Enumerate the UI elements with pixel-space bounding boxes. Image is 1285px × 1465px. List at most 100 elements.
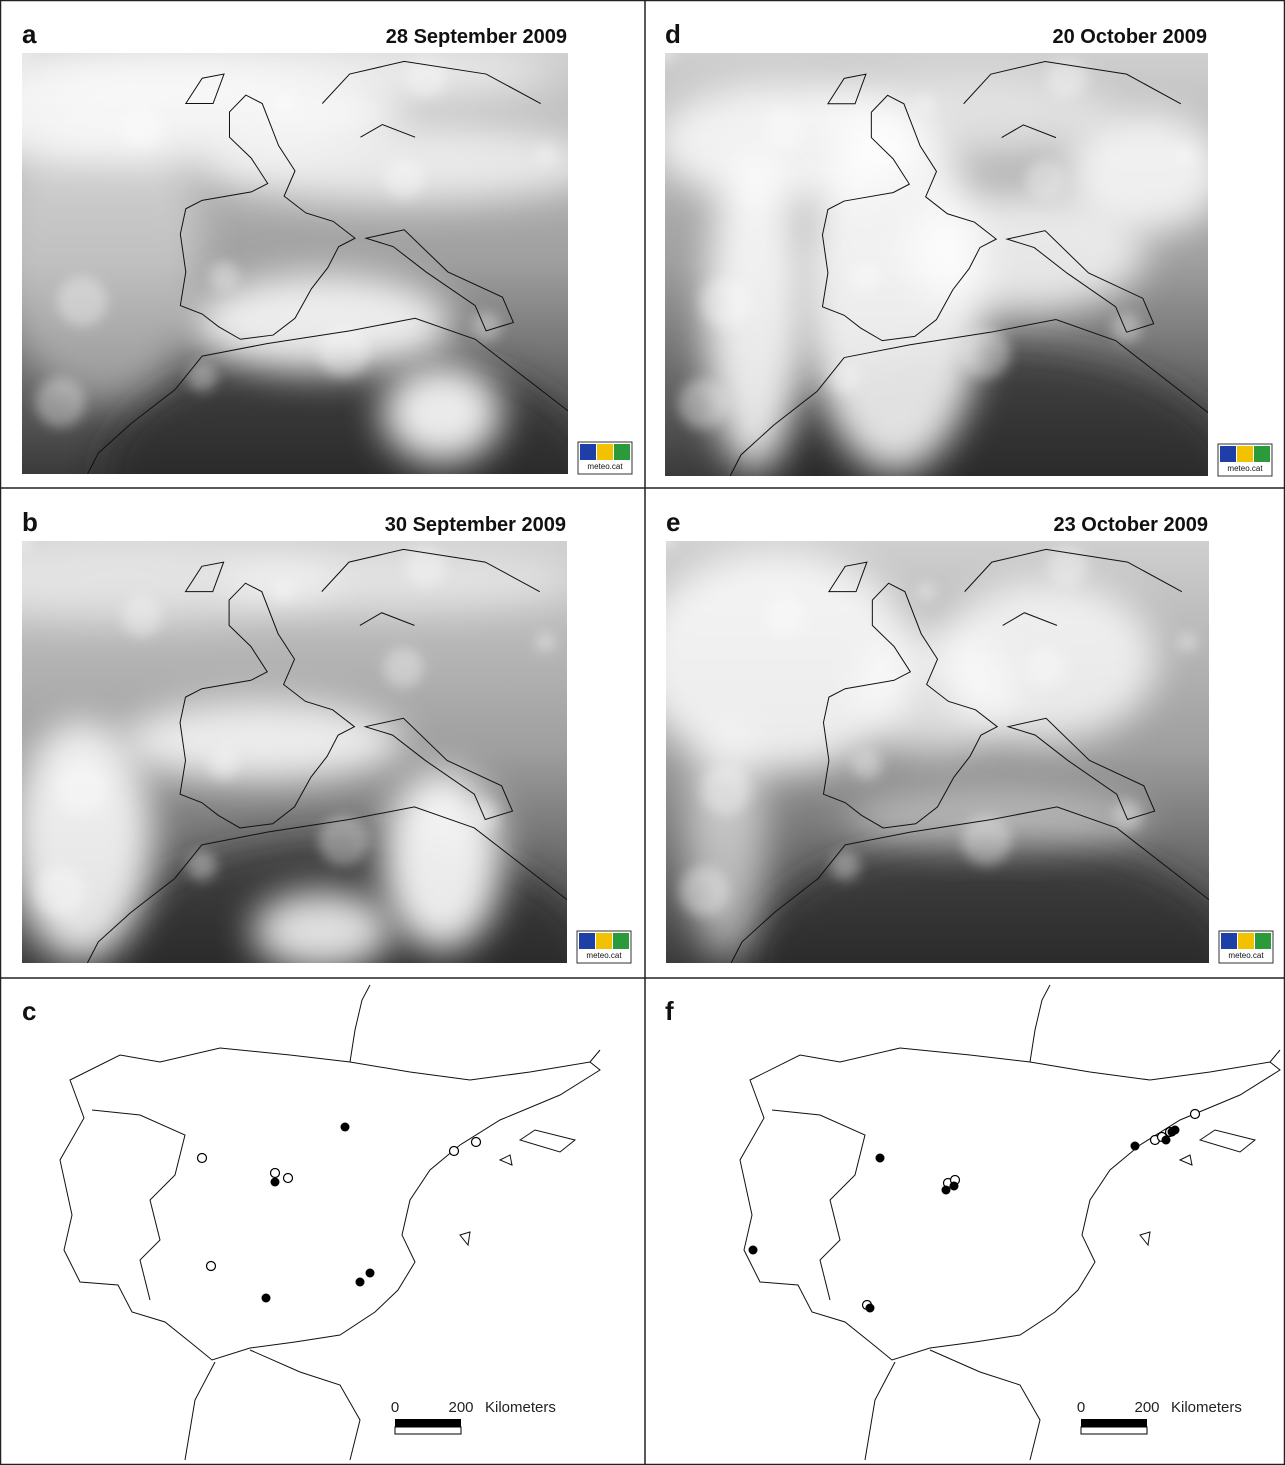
site-filled <box>1161 1135 1171 1145</box>
cloud-detail <box>273 581 294 602</box>
coastline <box>731 549 1209 963</box>
cloud <box>905 193 1145 313</box>
cloud-detail <box>384 159 425 200</box>
scale-bar-light <box>1080 1426 1148 1435</box>
cloud-detail <box>186 850 217 881</box>
site-filled <box>748 1245 758 1255</box>
cloud-detail <box>1026 647 1067 688</box>
logo: meteo.cat <box>1217 443 1273 477</box>
cloud <box>666 551 916 771</box>
coastline <box>88 61 568 474</box>
panel-date: 23 October 2009 <box>1053 514 1208 536</box>
site-filled <box>261 1293 271 1303</box>
cloud-detail <box>850 262 881 293</box>
logo-green <box>1255 933 1271 949</box>
scale-bar-dark <box>1081 1419 1147 1427</box>
cloud <box>22 721 152 961</box>
site-filled <box>340 1122 350 1132</box>
panel-date: 30 September 2009 <box>385 514 566 536</box>
site-open <box>282 1172 294 1184</box>
cloud <box>22 103 202 403</box>
cloud-detail <box>406 58 447 99</box>
cloud-detail <box>1177 632 1198 653</box>
logo-blue <box>580 444 596 460</box>
site-open <box>448 1145 460 1157</box>
cloud <box>1065 113 1208 233</box>
panel-letter: a <box>22 19 37 49</box>
dark-region <box>747 836 1209 963</box>
iberia-map <box>739 984 1281 1461</box>
logo-text: meteo.cat <box>586 951 622 960</box>
logo-text: meteo.cat <box>587 462 623 471</box>
cloud <box>252 891 392 963</box>
scale-bar-light <box>394 1426 462 1435</box>
cloud-detail <box>35 866 86 917</box>
logo-text: meteo.cat <box>1227 464 1263 473</box>
site-open <box>205 1260 217 1272</box>
logo-yellow <box>1238 933 1254 949</box>
cloud-detail <box>1111 312 1142 343</box>
cloud-detail <box>122 108 163 149</box>
site-open <box>1189 1108 1201 1120</box>
cloud-detail <box>1176 144 1197 165</box>
logo-green <box>613 933 629 949</box>
satellite-image <box>22 541 567 963</box>
logo-blue <box>1221 933 1237 949</box>
iberia-map <box>59 984 601 1461</box>
site-filled <box>355 1277 365 1287</box>
satellite-image <box>22 53 568 474</box>
scale-unit: Kilometers <box>1171 1399 1242 1416</box>
cloud-detail <box>1025 159 1066 200</box>
site-filled <box>270 1177 280 1187</box>
cloud-detail <box>22 53 32 63</box>
panel-letter: d <box>665 19 681 49</box>
logo-yellow <box>597 444 613 460</box>
cloud <box>22 541 342 621</box>
cloud-detail <box>1046 58 1087 99</box>
cloud-detail <box>208 749 239 780</box>
cloud <box>382 363 502 463</box>
site-filled <box>949 1181 959 1191</box>
cloud-detail <box>765 596 806 637</box>
cloud-detail <box>851 749 882 780</box>
logo-yellow <box>1237 446 1253 462</box>
cloud-detail <box>665 53 675 63</box>
site-filled <box>1170 1125 1180 1135</box>
cloud <box>856 631 1016 751</box>
cloud-detail <box>319 326 370 377</box>
site-filled <box>365 1268 375 1278</box>
site-open <box>269 1167 281 1179</box>
cloud <box>192 273 452 373</box>
cloud-detail <box>960 328 1011 379</box>
cloud-detail <box>209 261 240 292</box>
cloud-detail <box>678 379 729 430</box>
cloud-detail <box>700 764 751 815</box>
cloud-detail <box>666 541 676 551</box>
panel-letter: b <box>22 507 38 537</box>
logo-text: meteo.cat <box>1228 951 1264 960</box>
panel-date: 20 October 2009 <box>1052 26 1207 48</box>
cloud-detail <box>470 800 501 831</box>
panel-letter: e <box>666 507 680 537</box>
coastline <box>864 984 1281 1461</box>
cloud-detail <box>830 850 861 881</box>
cloud-detail <box>699 277 750 328</box>
logo-green <box>614 444 630 460</box>
scale-unit: Kilometers <box>485 1399 556 1416</box>
coastline <box>59 1047 601 1361</box>
cloud-detail <box>536 144 557 165</box>
cloud-detail <box>679 866 730 917</box>
site-filled <box>1130 1141 1140 1151</box>
cloud-detail <box>764 109 805 150</box>
cloud <box>122 701 402 781</box>
logo-blue <box>1220 446 1236 462</box>
logo-yellow <box>596 933 612 949</box>
cloud-detail <box>383 647 424 688</box>
cloud-detail <box>961 815 1012 866</box>
cloud <box>222 551 567 611</box>
site-filled <box>875 1153 885 1163</box>
cloud-detail <box>471 311 502 342</box>
cloud-detail <box>187 362 218 393</box>
panel-letter: f <box>665 996 674 1026</box>
